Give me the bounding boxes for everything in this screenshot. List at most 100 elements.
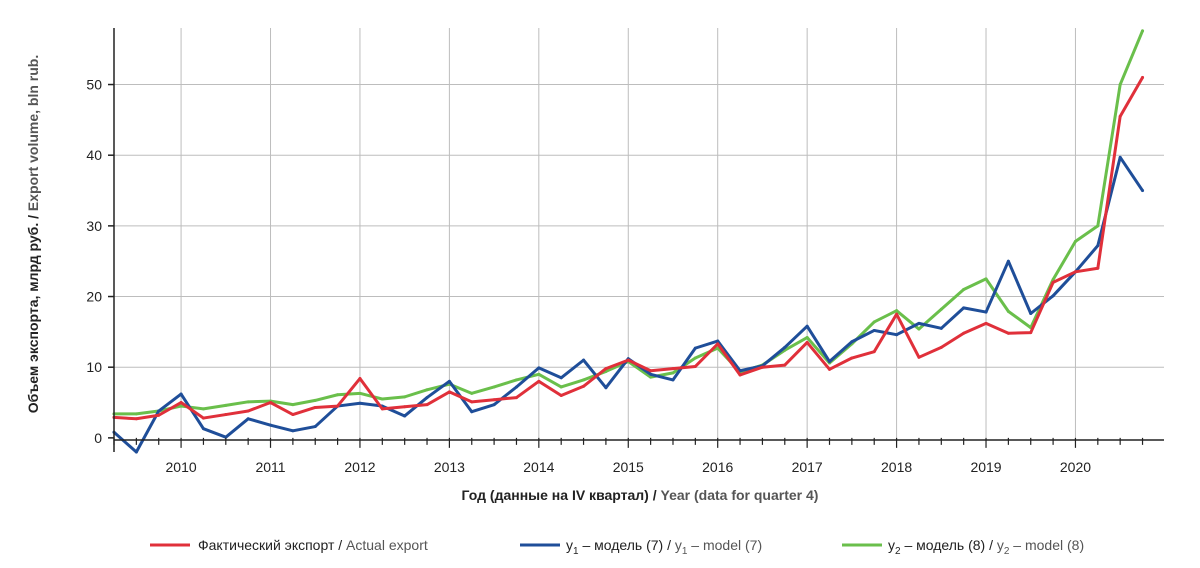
legend-label-model7-en-rest: – model (7) [687,537,762,553]
data-point-actual [805,340,809,344]
data-point-model8 [201,407,205,411]
data-point-model8 [1096,224,1100,228]
x-tick-label-2017: 2017 [792,459,823,475]
legend-label-model7-sep: / [663,537,675,553]
data-point-model8 [962,287,966,291]
data-point-model8 [179,404,183,408]
data-point-actual [850,356,854,360]
data-point-actual [537,379,541,383]
legend-label-model7-ru: – модель (7) [579,537,664,553]
x-tick-label-2016: 2016 [702,459,733,475]
y-axis-title-en: Export volume, bln rub. [25,55,41,211]
data-point-model8 [895,309,899,313]
data-point-model7 [447,379,451,383]
x-tick-label-2014: 2014 [523,459,554,475]
data-point-model7 [1029,311,1033,315]
data-point-model7 [1141,189,1145,193]
legend-label-actual-sep: / [334,537,346,553]
data-point-model7 [1118,155,1122,159]
data-point-actual [828,367,831,371]
y-tick-label-0: 0 [94,430,102,446]
data-point-model7 [470,410,474,414]
data-point-model8 [1141,29,1145,33]
data-point-actual [716,342,720,346]
data-point-model7 [649,372,653,376]
data-point-model8 [470,391,474,395]
y-tick-label-50: 50 [86,77,102,93]
data-point-actual [134,417,138,421]
data-point-model7 [939,326,943,330]
data-point-model8 [671,371,675,375]
data-point-model7 [403,414,407,418]
data-point-actual [1073,270,1077,274]
data-point-model8 [1006,309,1010,313]
x-tick-label-2012: 2012 [344,459,375,475]
data-point-actual [470,400,474,404]
data-point-model8 [693,356,697,360]
data-point-actual [1118,114,1122,118]
data-point-actual [559,393,563,397]
legend-label-actual-ru: Фактический экспорт [198,537,335,553]
legend-label-model7-en-sub: 1 [682,546,688,557]
data-point-model8 [917,327,921,331]
data-point-model8 [582,378,586,382]
data-point-model8 [380,397,384,401]
y-axis-title: Объем экспорта, млрд руб. / Export volum… [25,55,41,414]
data-point-model7 [962,306,966,310]
data-point-model8 [291,403,295,407]
data-point-actual [224,413,228,417]
legend-label-model8-en-rest: – model (8) [1009,537,1084,553]
legend-label-model7-sub: 1 [573,546,579,557]
legend-label-model7-y: y [566,537,573,553]
data-point-model8 [872,320,876,324]
y-tick-label-30: 30 [86,218,102,234]
data-point-model7 [1096,244,1100,248]
axes [113,28,1164,452]
legend-label-model8-sub: 2 [895,546,901,557]
data-point-actual [447,390,451,394]
data-point-actual [626,358,630,362]
data-point-actual [1141,75,1145,79]
data-point-model8 [1073,239,1077,243]
series-lines [112,29,1145,454]
data-point-model8 [1118,83,1122,87]
data-point-actual [269,401,273,405]
data-point-model7 [828,360,831,364]
data-point-model8 [939,307,943,311]
x-tick-label-2020: 2020 [1060,459,1091,475]
data-point-model8 [313,398,317,402]
legend-label-model8-en-sub: 2 [1004,546,1010,557]
data-point-actual [693,364,697,368]
data-point-actual [1051,280,1055,284]
legend-label-model8: y2 – модель (8) / y2 – model (8) [888,537,1084,557]
data-point-model8 [492,385,496,389]
y-tick-label-10: 10 [86,359,102,375]
x-tick-label-2019: 2019 [970,459,1001,475]
data-point-model7 [582,358,586,362]
data-point-model7 [693,346,697,350]
data-point-actual [492,398,496,402]
data-point-actual [157,413,161,417]
data-point-model7 [425,396,429,400]
data-point-model8 [425,388,429,392]
legend-label-model8-sep: / [985,537,997,553]
data-point-actual [917,355,921,359]
data-point-actual [872,350,876,354]
data-point-actual [201,416,205,420]
data-point-model8 [224,403,228,407]
data-point-model8 [134,412,138,416]
data-point-model8 [403,395,407,399]
legend: Фактический экспорт / Actual export y1 –… [150,537,1084,557]
x-axis-title: Год (данные на IV квартал) / Year (data … [462,487,819,503]
tick-labels: 2010 2011 2012 2013 2014 2015 2016 2017 2018 2019… [86,77,1091,475]
data-point-actual [403,405,407,409]
data-point-actual [1006,331,1010,335]
data-point-actual [783,363,787,367]
data-point-model7 [358,401,362,405]
x-axis-title-en: Year (data for quarter 4) [661,487,819,503]
data-point-model7 [269,423,273,427]
data-point-model8 [984,277,988,281]
legend-label-model7: y1 – модель (7) / y1 – model (7) [566,537,762,557]
data-point-model7 [984,310,988,314]
y-axis-title-ru: Объем экспорта, млрд руб. [25,223,41,413]
